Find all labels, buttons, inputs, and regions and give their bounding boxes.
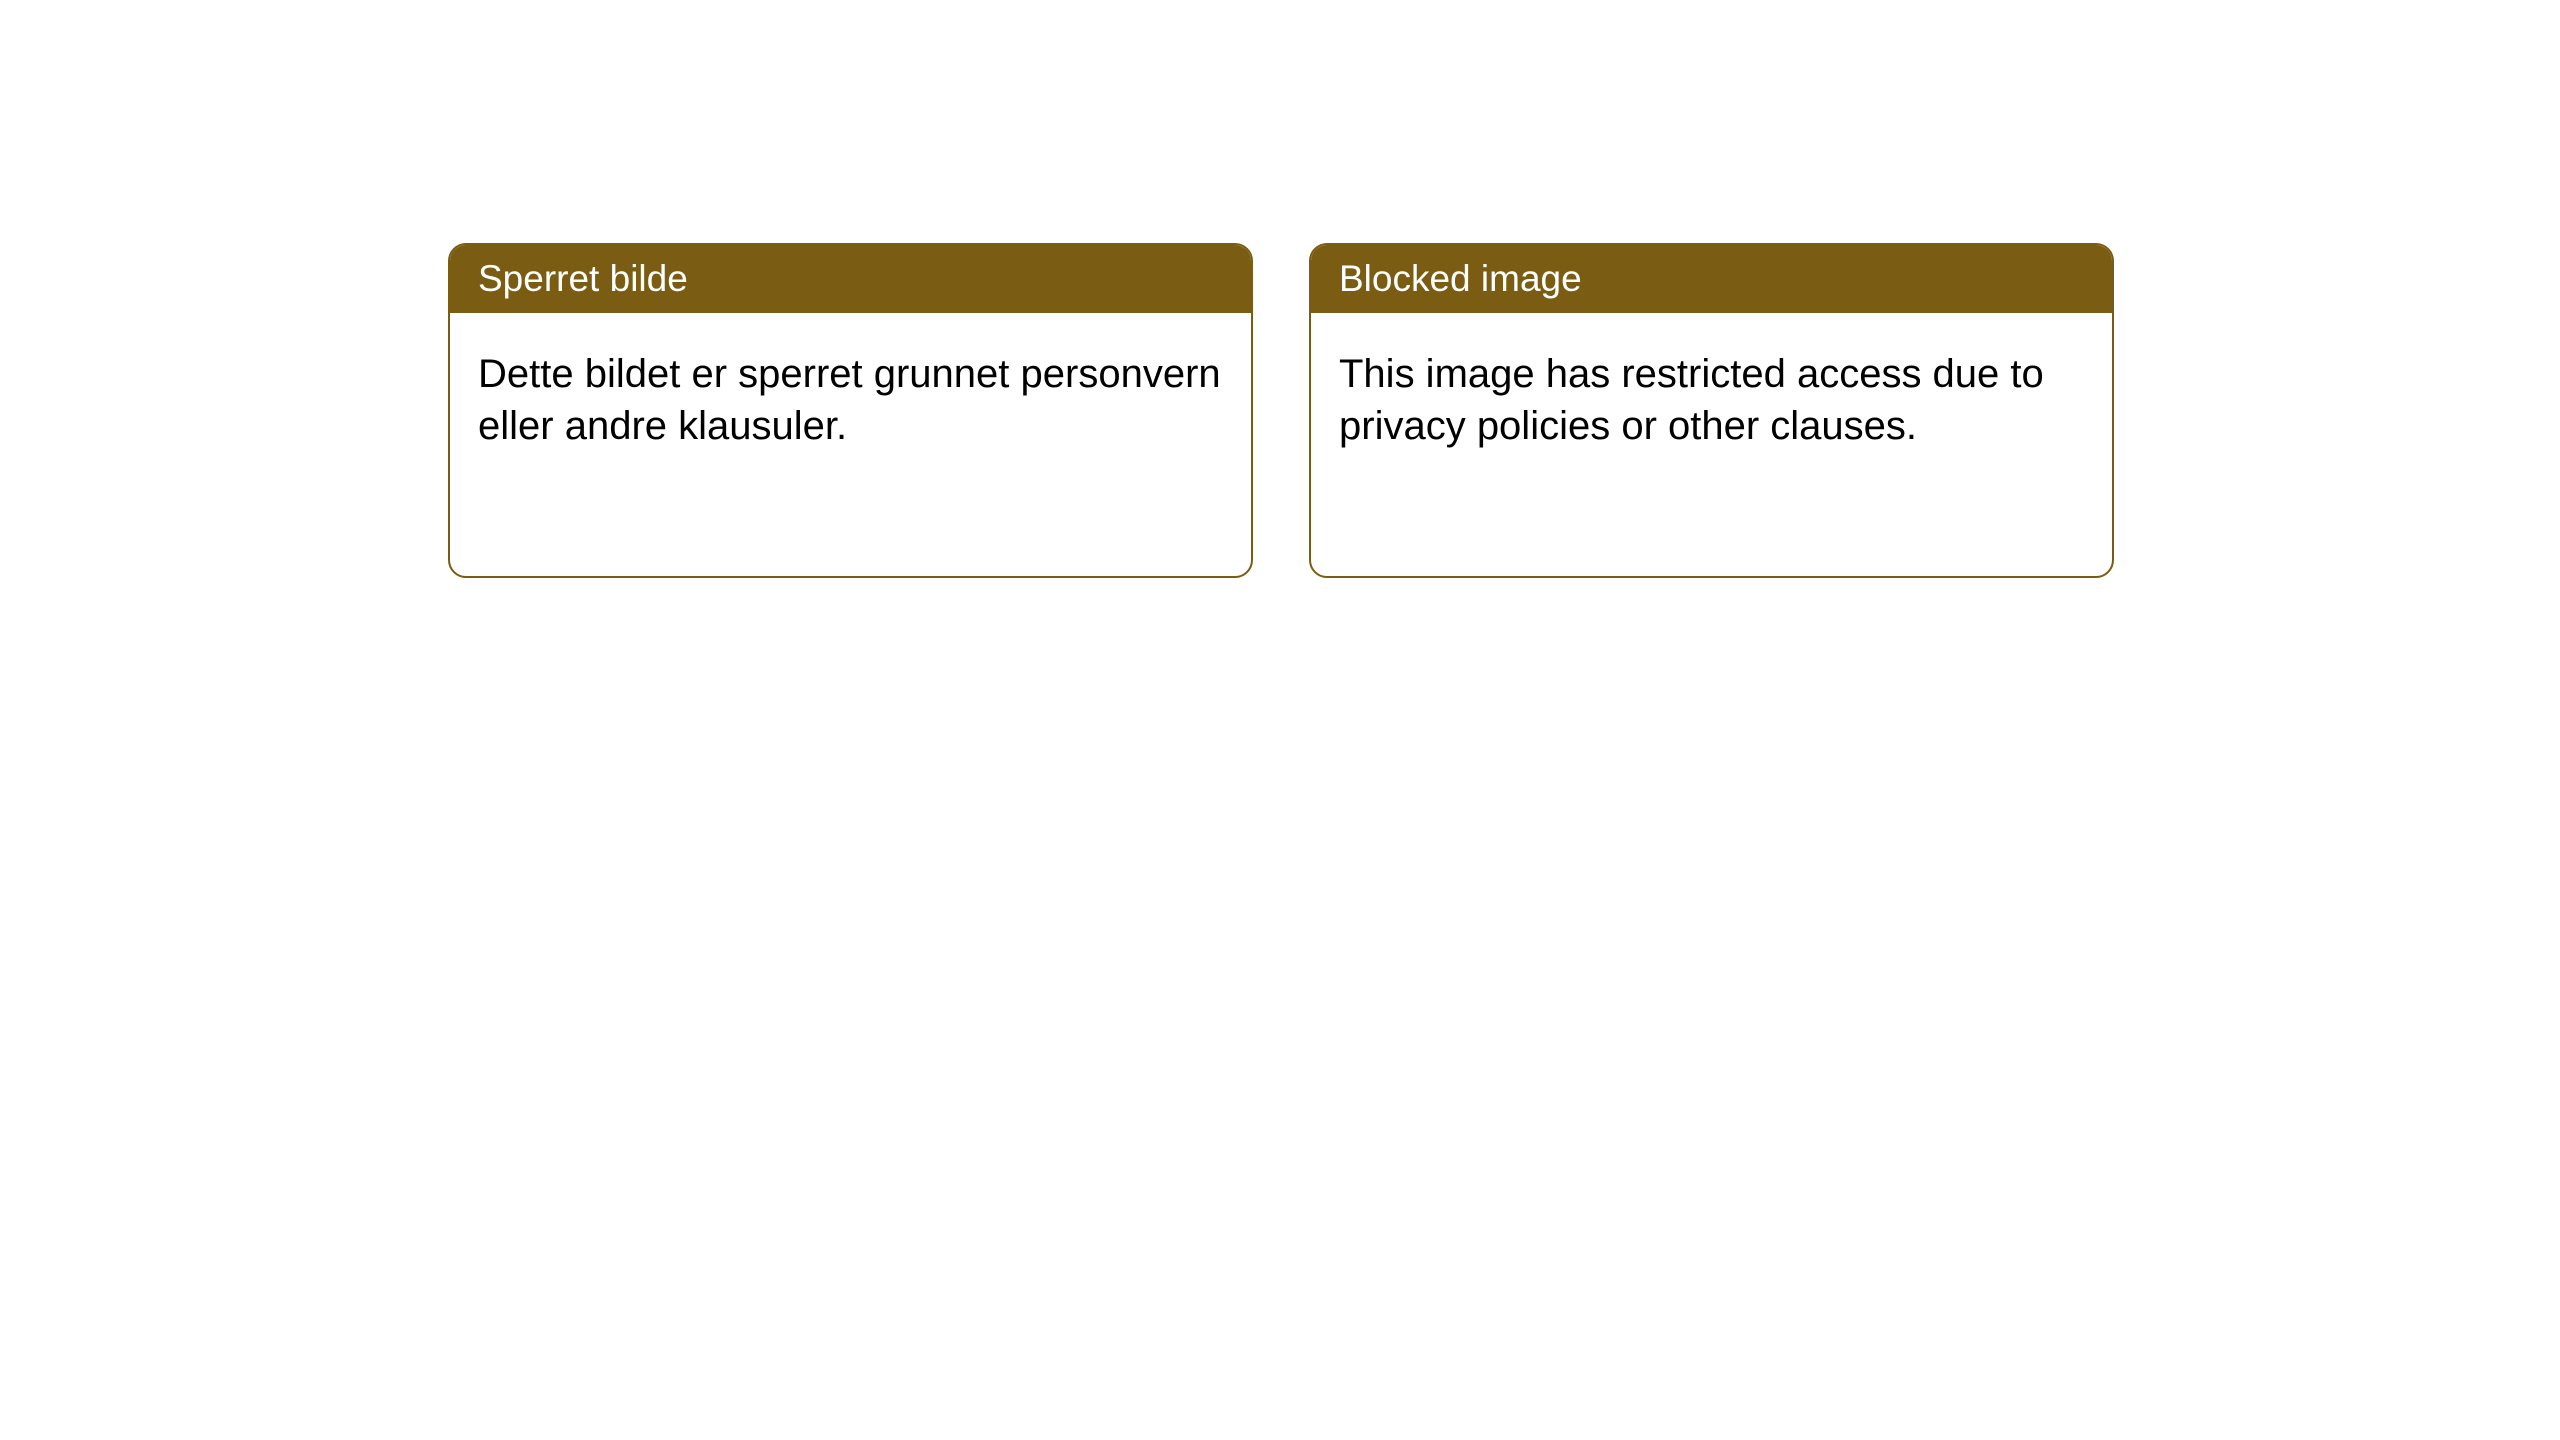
notice-card-norwegian: Sperret bilde Dette bildet er sperret gr… bbox=[448, 243, 1253, 578]
card-body: This image has restricted access due to … bbox=[1311, 313, 2112, 487]
card-body: Dette bildet er sperret grunnet personve… bbox=[450, 313, 1251, 487]
card-header-text: Blocked image bbox=[1339, 258, 1582, 299]
card-header: Sperret bilde bbox=[450, 245, 1251, 313]
card-body-text: This image has restricted access due to … bbox=[1339, 352, 2044, 448]
card-header-text: Sperret bilde bbox=[478, 258, 688, 299]
card-body-text: Dette bildet er sperret grunnet personve… bbox=[478, 352, 1221, 448]
card-header: Blocked image bbox=[1311, 245, 2112, 313]
notice-card-english: Blocked image This image has restricted … bbox=[1309, 243, 2114, 578]
notice-cards-container: Sperret bilde Dette bildet er sperret gr… bbox=[448, 243, 2114, 578]
